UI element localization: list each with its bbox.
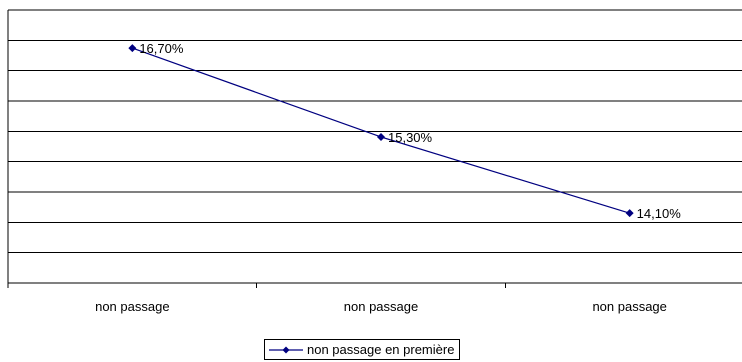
legend-line-marker-icon [269, 346, 303, 353]
series-layer [128, 44, 634, 218]
x-tick-label: non passage [592, 299, 666, 314]
legend-label: non passage en première [307, 342, 455, 357]
data-label: 16,70% [139, 41, 184, 56]
data-point-marker [128, 44, 137, 53]
axes [7, 10, 742, 288]
data-point-marker [377, 132, 385, 141]
data-label: 15,30% [388, 130, 433, 145]
data-point-marker [625, 209, 634, 218]
data-labels: 16,70% 15,30% 14,10% [139, 41, 681, 221]
x-axis-tick-labels: non passage non passage non passage [95, 299, 667, 314]
x-tick-label: non passage [95, 299, 169, 314]
x-tick-label: non passage [344, 299, 418, 314]
legend: non passage en première [264, 339, 461, 360]
gridlines [8, 9, 742, 254]
series-line [132, 47, 630, 214]
data-label: 14,10% [637, 206, 682, 221]
